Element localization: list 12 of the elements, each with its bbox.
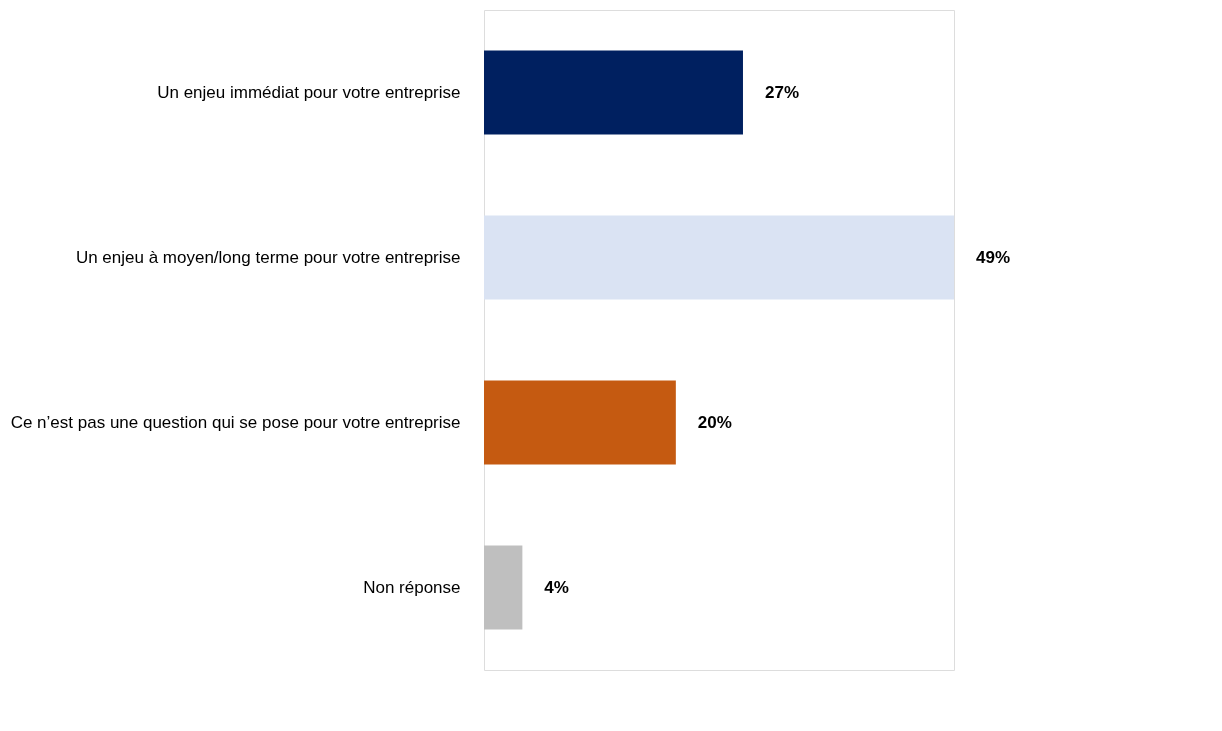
- y-tick-label: Un enjeu immédiat pour votre entreprise: [157, 82, 461, 102]
- y-tick-label: Ce n’est pas une question qui se pose pour votre entreprise: [10, 412, 461, 432]
- bar: [484, 215, 954, 300]
- y-tick-label: Non réponse: [363, 577, 461, 597]
- bar: [484, 50, 743, 135]
- bar: [484, 545, 523, 630]
- data-label: 20%: [697, 412, 732, 432]
- data-label: 49%: [976, 247, 1011, 267]
- bar: [484, 380, 676, 465]
- data-label: 27%: [764, 82, 800, 102]
- data-label: 4%: [544, 577, 569, 597]
- y-tick-label: Un enjeu à moyen/long terme pour votre entreprise: [75, 247, 461, 267]
